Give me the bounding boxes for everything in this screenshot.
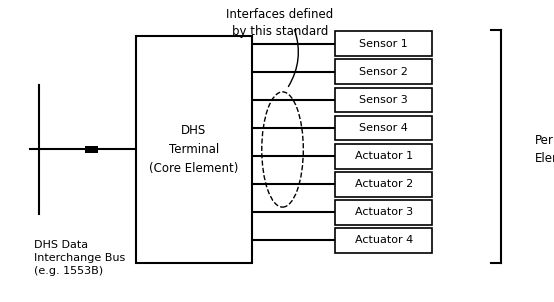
Bar <box>335 59 432 84</box>
Text: Peripheral
Elements: Peripheral Elements <box>535 134 554 165</box>
Text: Actuator 2: Actuator 2 <box>355 179 413 189</box>
Text: Actuator 3: Actuator 3 <box>355 207 413 217</box>
Text: Sensor 1: Sensor 1 <box>360 39 408 49</box>
Bar <box>335 31 432 56</box>
Bar <box>85 146 98 153</box>
Text: Interfaces defined
by this standard: Interfaces defined by this standard <box>226 8 334 37</box>
Bar <box>335 88 432 112</box>
Text: Sensor 4: Sensor 4 <box>359 123 408 133</box>
Bar <box>335 228 432 253</box>
Bar <box>335 172 432 197</box>
Text: DHS
Terminal
(Core Element): DHS Terminal (Core Element) <box>149 124 239 175</box>
Text: DHS Data
Interchange Bus
(e.g. 1553B): DHS Data Interchange Bus (e.g. 1553B) <box>34 240 126 276</box>
Bar <box>136 36 252 263</box>
Text: Sensor 2: Sensor 2 <box>359 67 408 77</box>
Text: Actuator 1: Actuator 1 <box>355 151 413 161</box>
Bar <box>335 200 432 225</box>
Text: Sensor 3: Sensor 3 <box>360 95 408 105</box>
Bar <box>335 144 432 169</box>
Bar <box>335 116 432 140</box>
Text: Actuator 4: Actuator 4 <box>355 235 413 246</box>
